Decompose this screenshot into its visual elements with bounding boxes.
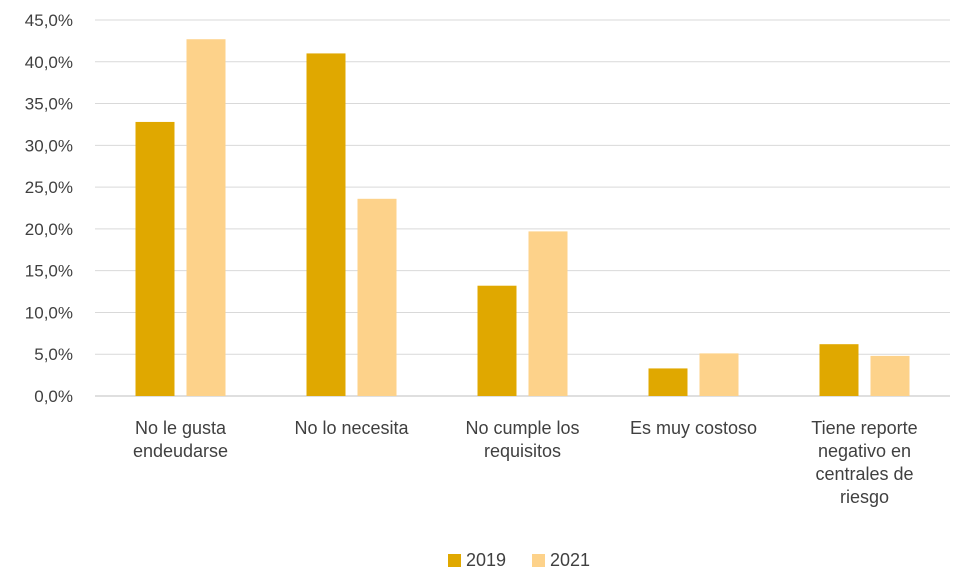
x-category-label: No le gusta endeudarse	[133, 418, 228, 461]
x-category-label-line: Es muy costoso	[630, 418, 757, 438]
x-category-label-line: riesgo	[840, 487, 889, 507]
y-tick-label: 25,0%	[25, 178, 73, 197]
x-category-label-line: Tiene reporte	[811, 418, 917, 438]
legend-swatch-2021	[532, 554, 545, 567]
x-category-label-line: No cumple los	[465, 418, 579, 438]
bar-2019	[477, 285, 517, 396]
x-category-label-line: No le gusta	[135, 418, 227, 438]
y-axis: 0,0% 5,0% 10,0% 15,0% 20,0% 25,0% 30,0% 35,0% 40…	[25, 11, 73, 406]
bars	[135, 39, 910, 397]
bar-2021	[528, 231, 568, 396]
y-tick-label: 45,0%	[25, 11, 73, 30]
bar-2019	[648, 368, 688, 396]
legend-label: 2019	[466, 550, 506, 570]
y-tick-label: 40,0%	[25, 53, 73, 72]
y-tick-label: 35,0%	[25, 95, 73, 114]
legend: 2019 2021	[448, 550, 590, 570]
gridlines	[95, 19, 950, 397]
y-tick-label: 20,0%	[25, 220, 73, 239]
bar-2019	[306, 53, 346, 397]
x-category-label: Tiene reporte negativo en centrales de ries…	[811, 418, 917, 507]
bar-2021	[870, 355, 910, 396]
x-category-label-line: negativo en	[818, 441, 911, 461]
y-tick-label: 30,0%	[25, 136, 73, 155]
x-category-label: No lo necesita	[294, 418, 409, 438]
y-tick-label: 10,0%	[25, 303, 73, 322]
x-category-label: Es muy costoso	[630, 418, 757, 438]
legend-label: 2021	[550, 550, 590, 570]
y-tick-label: 15,0%	[25, 262, 73, 281]
bar-2021	[186, 39, 226, 397]
x-category-label-line: centrales de	[815, 464, 913, 484]
x-category-label: No cumple los requisitos	[465, 418, 579, 461]
x-category-label-line: No lo necesita	[294, 418, 409, 438]
x-category-label-line: endeudarse	[133, 441, 228, 461]
y-tick-label: 0,0%	[34, 387, 73, 406]
bar-2021	[357, 198, 397, 396]
x-axis: No le gusta endeudarse No lo necesita No cu…	[133, 418, 918, 507]
bar-2019	[819, 344, 859, 396]
bar-2019	[135, 121, 175, 396]
legend-swatch-2019	[448, 554, 461, 567]
bar-2021	[699, 353, 739, 396]
y-tick-label: 5,0%	[34, 345, 73, 364]
x-category-label-line: requisitos	[484, 441, 561, 461]
